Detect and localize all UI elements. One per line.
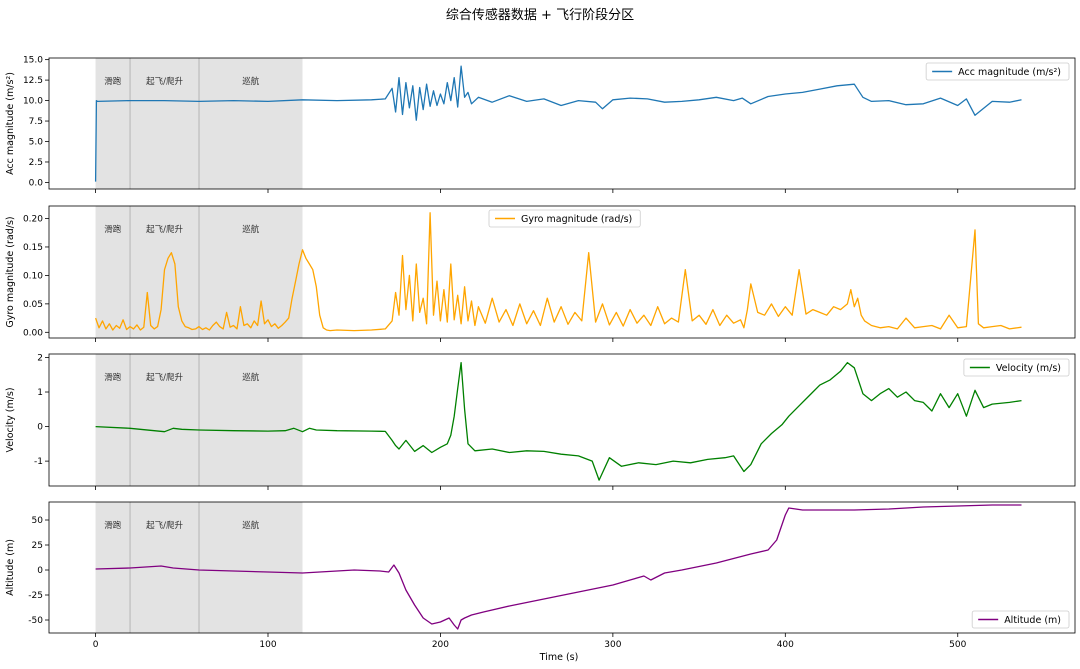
plot-frame [48, 57, 1076, 190]
y-tick-label: -1 [34, 457, 43, 467]
legend-label: Velocity (m/s) [996, 363, 1061, 374]
phase-region [199, 58, 303, 189]
legend-box [488, 209, 641, 228]
legend-label: Altitude (m) [1004, 615, 1061, 626]
legend: Gyro magnitude (rad/s) [488, 209, 641, 228]
phase-region [130, 58, 200, 189]
y-tick-label: 0.00 [23, 328, 43, 338]
plot-frame [48, 353, 1076, 487]
phase-region [95, 502, 131, 633]
phase-label: 滑跑 [104, 520, 122, 531]
phase-label: 起飞/爬升 [146, 372, 183, 383]
legend-box [963, 358, 1070, 377]
y-tick-label: 2.5 [29, 158, 43, 168]
phase-label: 巡航 [242, 224, 260, 235]
x-axis-label: Time (s) [539, 652, 579, 663]
plot-frame [48, 205, 1076, 339]
panel-3: 滑跑 起飞/爬升 巡航 -1 0 1 2 Velocity (m/s) Velocity (m/… [5, 353, 1076, 490]
y-tick-label: 12.5 [23, 76, 43, 86]
phase-label: 巡航 [242, 372, 260, 383]
series-line [95, 361, 1022, 481]
phase-label: 滑跑 [104, 224, 122, 235]
y-tick-label: 5.0 [29, 138, 44, 148]
y-tick-label: 0.05 [23, 300, 43, 310]
phase-region [95, 354, 131, 486]
y-axis-label: Altitude (m) [5, 539, 16, 596]
legend-label: Gyro magnitude (rad/s) [521, 214, 632, 225]
legend: Altitude (m) [971, 610, 1070, 629]
y-axis-label: Acc magnitude (m/s²) [5, 72, 16, 175]
y-tick-label: 0.10 [23, 271, 43, 281]
y-tick-label: 0.15 [23, 243, 43, 253]
y-tick-label: 0.0 [29, 178, 44, 188]
y-tick-label: -25 [28, 591, 43, 601]
x-tick-label: 100 [259, 640, 276, 650]
y-tick-label: 0.20 [23, 215, 43, 225]
panel-2: 滑跑 起飞/爬升 巡航 0.00 0.05 0.10 0.15 0.20 Gyro magnit… [5, 205, 1076, 342]
phase-region [199, 354, 303, 486]
phase-region [95, 58, 131, 189]
phase-region [95, 206, 131, 338]
phase-label: 滑跑 [104, 372, 122, 383]
phase-label: 起飞/爬升 [146, 224, 183, 235]
legend-box [925, 62, 1070, 81]
phase-label: 巡航 [242, 520, 260, 531]
phase-region [199, 502, 303, 633]
phase-label: 巡航 [242, 76, 260, 87]
series-line [95, 504, 1022, 630]
x-tick-label: 300 [604, 640, 621, 650]
series-line [94, 212, 1022, 332]
plot-frame [48, 501, 1076, 634]
series-line [94, 65, 1022, 182]
y-tick-label: 7.5 [29, 117, 43, 127]
phase-label: 起飞/爬升 [146, 76, 183, 87]
legend-label: Acc magnitude (m/s²) [958, 67, 1061, 78]
legend-box [971, 610, 1070, 629]
y-axis-label: Gyro magnitude (rad/s) [5, 216, 16, 327]
y-tick-label: 2 [37, 353, 43, 363]
legend: Velocity (m/s) [963, 358, 1070, 377]
legend: Acc magnitude (m/s²) [925, 62, 1070, 81]
panel-1: 滑跑 起飞/爬升 巡航 0.0 2.5 5.0 7.5 10.0 12.5 15.0 Acc mag… [5, 56, 1076, 193]
y-tick-label: 0 [37, 566, 43, 576]
y-tick-label: 10.0 [23, 97, 43, 107]
figure-title: 综合传感器数据 + 飞行阶段分区 [446, 7, 634, 23]
phase-region [199, 206, 303, 338]
y-tick-label: 15.0 [23, 56, 43, 66]
x-tick-label: 200 [432, 640, 449, 650]
x-tick-label: 0 [93, 640, 99, 650]
phase-label: 滑跑 [104, 76, 122, 87]
y-tick-label: -50 [28, 616, 43, 626]
y-tick-label: 1 [37, 388, 43, 398]
y-tick-label: 0 [37, 423, 43, 433]
x-tick-label: 400 [777, 640, 794, 650]
x-tick-label: 500 [949, 640, 966, 650]
y-tick-label: 50 [32, 516, 44, 526]
phase-label: 起飞/爬升 [146, 520, 183, 531]
phase-region [130, 354, 200, 486]
y-tick-label: 25 [32, 541, 43, 551]
y-axis-label: Velocity (m/s) [5, 387, 16, 452]
